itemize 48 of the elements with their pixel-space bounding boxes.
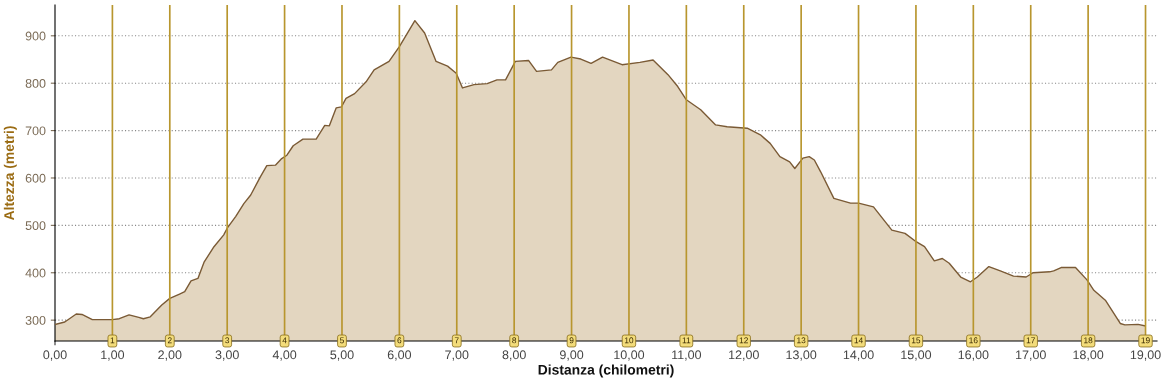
x-tick-label: 18,00 <box>1073 350 1104 361</box>
ref-line-label: 13 <box>797 337 806 344</box>
x-tick-label: 9,00 <box>559 350 584 361</box>
x-tick-label: 16,00 <box>958 350 989 361</box>
x-tick-label: 7,00 <box>445 350 469 361</box>
y-tick-label: 300 <box>25 315 46 325</box>
ref-line-label: 5 <box>340 337 344 344</box>
x-tick-label: 11,00 <box>672 350 702 361</box>
ref-line-label: 17 <box>1026 337 1035 344</box>
x-tick-label: 3,00 <box>215 350 239 361</box>
y-tick-label: 600 <box>25 173 46 183</box>
ref-line-label: 8 <box>512 337 517 344</box>
ref-line-label: 15 <box>911 337 921 344</box>
x-tick-label: 10,00 <box>614 350 645 361</box>
x-tick-label: 14,00 <box>843 350 874 361</box>
x-tick-label: 1,00 <box>101 350 125 361</box>
x-axis-title: Distanza (chilometri) <box>538 364 674 378</box>
y-tick-label: 400 <box>25 268 46 278</box>
x-tick-label: 0,00 <box>43 350 67 361</box>
x-tick-label: 4,00 <box>272 350 297 361</box>
ref-line-label: 6 <box>397 337 402 344</box>
ref-line-label: 16 <box>969 337 978 344</box>
ref-line-label: 7 <box>454 337 459 344</box>
x-tick-label: 5,00 <box>330 350 354 361</box>
ref-line-label: 1 <box>110 337 115 344</box>
ref-line-label: 3 <box>225 337 230 344</box>
x-tick-label: 8,00 <box>502 350 526 361</box>
x-tick-label: 15,00 <box>901 350 932 361</box>
ref-line-label: 12 <box>739 337 748 344</box>
ref-line-label: 4 <box>282 337 287 344</box>
x-tick-label: 12,00 <box>729 350 759 361</box>
y-axis-title: Altezza (metri) <box>3 126 17 221</box>
ref-line-label: 14 <box>854 337 863 344</box>
ref-line-label: 2 <box>167 337 172 344</box>
ref-line-label: 19 <box>1141 337 1150 344</box>
y-tick-label: 800 <box>25 79 46 88</box>
x-tick-label: 17,00 <box>1016 350 1046 361</box>
y-tick-label: 700 <box>25 126 46 136</box>
x-tick-label: 6,00 <box>387 350 412 361</box>
x-tick-label: 2,00 <box>158 350 182 361</box>
y-tick-label: 900 <box>25 31 46 41</box>
ref-line-label: 9 <box>569 337 574 344</box>
ref-line-label: 11 <box>682 337 691 344</box>
ref-line-label: 10 <box>624 337 634 344</box>
x-tick-label: 13,00 <box>786 350 817 361</box>
ref-line-label: 18 <box>1084 337 1093 344</box>
y-tick-label: 500 <box>25 221 46 231</box>
x-tick-label: 19,00 <box>1130 350 1161 361</box>
